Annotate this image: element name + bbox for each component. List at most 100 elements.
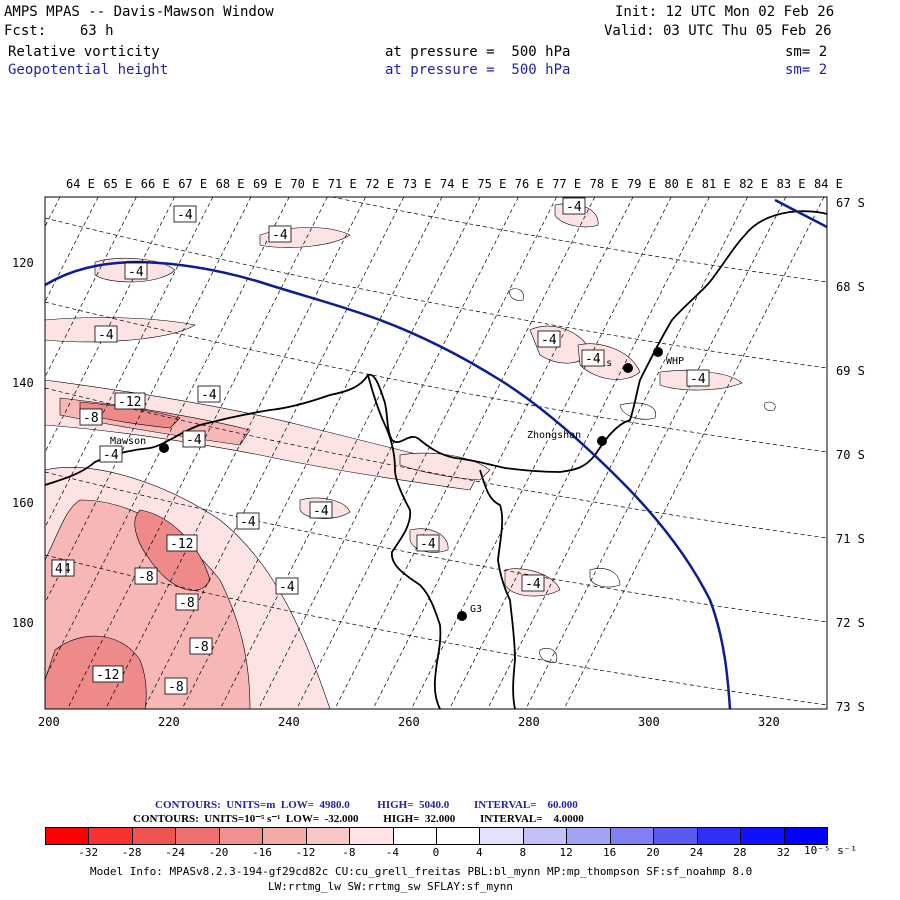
contour-label: -8 [79,408,103,426]
colorbar-segment [132,828,177,844]
lon-label: 76 E [515,177,544,191]
colorbar-tick-label: -20 [208,846,229,859]
colorbar-tick-label: -24 [165,846,185,859]
model-info: Model Info: MPASv8.2.3-194-gf29cd82c CU:… [90,865,753,878]
svg-text:-8: -8 [193,640,209,655]
svg-text:-8: -8 [138,570,154,585]
colorbar-segment [393,828,437,844]
lon-label: 68 E [216,177,245,191]
svg-text:-8: -8 [83,411,99,426]
svg-text:-12: -12 [170,537,193,552]
lon-label: 73 E [403,177,432,191]
station-label-whp: WHP [666,356,684,367]
x-axis-label: 240 [278,715,300,729]
svg-text:-4: -4 [98,328,114,343]
lat-label: 71 S [836,532,865,546]
field2-level: at pressure = 500 hPa [385,62,571,78]
lon-label: 69 E [253,177,282,191]
svg-text:-4: -4 [566,200,582,215]
svg-text:-4: -4 [420,537,436,552]
colorbar-segment [610,828,655,844]
lon-label: 83 E [777,177,806,191]
contour-label: -4 [99,445,123,463]
colorbar-tick-label: 28 [733,846,747,859]
contour-label: -4 [275,577,299,595]
vorticity-colorbar [45,827,828,845]
lat-label: 72 S [836,616,865,630]
x-axis-label: 300 [638,715,660,729]
lon-label: 65 E [103,177,132,191]
contour-label: 4 [51,559,67,577]
colorbar-tick-label: -8 [342,846,356,859]
lon-label: 70 E [290,177,319,191]
svg-text:-12: -12 [96,668,119,683]
map-frame [44,196,828,710]
contour-label: -8 [164,677,188,695]
contour-label: -4 [124,262,148,280]
svg-text:-4: -4 [541,333,557,348]
colorbar-segment [784,828,828,844]
colorbar-tick-label: 8 [519,846,527,859]
svg-text:-4: -4 [313,504,329,519]
colorbar-tick-label: 12 [559,846,573,859]
contour-label: -4 [686,369,710,387]
lon-label: 78 E [590,177,619,191]
y-axis-label: 140 [12,376,34,390]
contour-label: -4 [268,225,292,243]
svg-text:-4: -4 [525,577,541,592]
lon-label: 72 E [365,177,394,191]
svg-text:-4: -4 [240,515,256,530]
svg-text:-4: -4 [585,352,601,367]
contour-label: -4 [537,330,561,348]
forecast-hour: Fcst: 63 h [4,23,114,39]
lon-label: 67 E [178,177,207,191]
colorbar-segment [523,828,568,844]
svg-text:-4: -4 [177,208,193,223]
station-label-mawson: Mawson [110,436,146,447]
colorbar-segment [480,828,524,844]
svg-text:-4: -4 [690,372,706,387]
svg-text:-4: -4 [201,388,217,403]
contour-label: -8 [189,637,213,655]
y-axis-label: 120 [12,256,34,270]
field1-smoothing: sm= 2 [785,44,828,60]
valid-time: Valid: 03 UTC Thu 05 Feb 26 [604,23,832,39]
colorbar-tick-label: 20 [646,846,660,859]
contour-label: -4 [521,574,545,592]
height-contour-legend: CONTOURS: UNITS=m LOW= 4980.0 HIGH= 5040… [155,799,578,811]
lat-label: 67 S [836,196,865,210]
lon-label: 81 E [702,177,731,191]
colorbar-segment [89,828,133,844]
colorbar-tick-label: 4 [476,846,483,859]
colorbar-units: 10⁻⁵ s⁻¹ [804,844,857,857]
svg-text:-8: -8 [168,680,184,695]
y-axis-label: 180 [12,616,34,630]
colorbar-segment [46,828,90,844]
geopotential-height-contours [45,198,827,709]
lon-label: 80 E [664,177,693,191]
station-markers [159,347,663,621]
colorbar-segment [741,828,785,844]
x-axis-label: 220 [158,715,180,729]
contour-label: -12 [92,665,124,683]
lon-label: 64 E [66,177,95,191]
lat-label: 73 S [836,700,865,714]
colorbar-segment [176,828,220,844]
colorbar-tick-label: 0 [432,846,440,859]
colorbar-tick-label: 32 [776,846,790,859]
colorbar-segment [697,828,742,844]
contour-label: -8 [134,567,158,585]
lon-label: 77 E [552,177,581,191]
x-axis-label: 260 [398,715,420,729]
contour-label: -4 [94,325,118,343]
lon-label: 82 E [739,177,768,191]
svg-text:-4: -4 [103,448,119,463]
contour-label: -4 [197,385,221,403]
contour-label: -12 [166,534,198,552]
x-axis-label: 320 [758,715,780,729]
svg-text:-4: -4 [272,228,288,243]
lon-label: 79 E [627,177,656,191]
coastline [45,210,827,709]
lon-label: 71 E [328,177,357,191]
colorbar-tick-label: -28 [121,846,142,859]
